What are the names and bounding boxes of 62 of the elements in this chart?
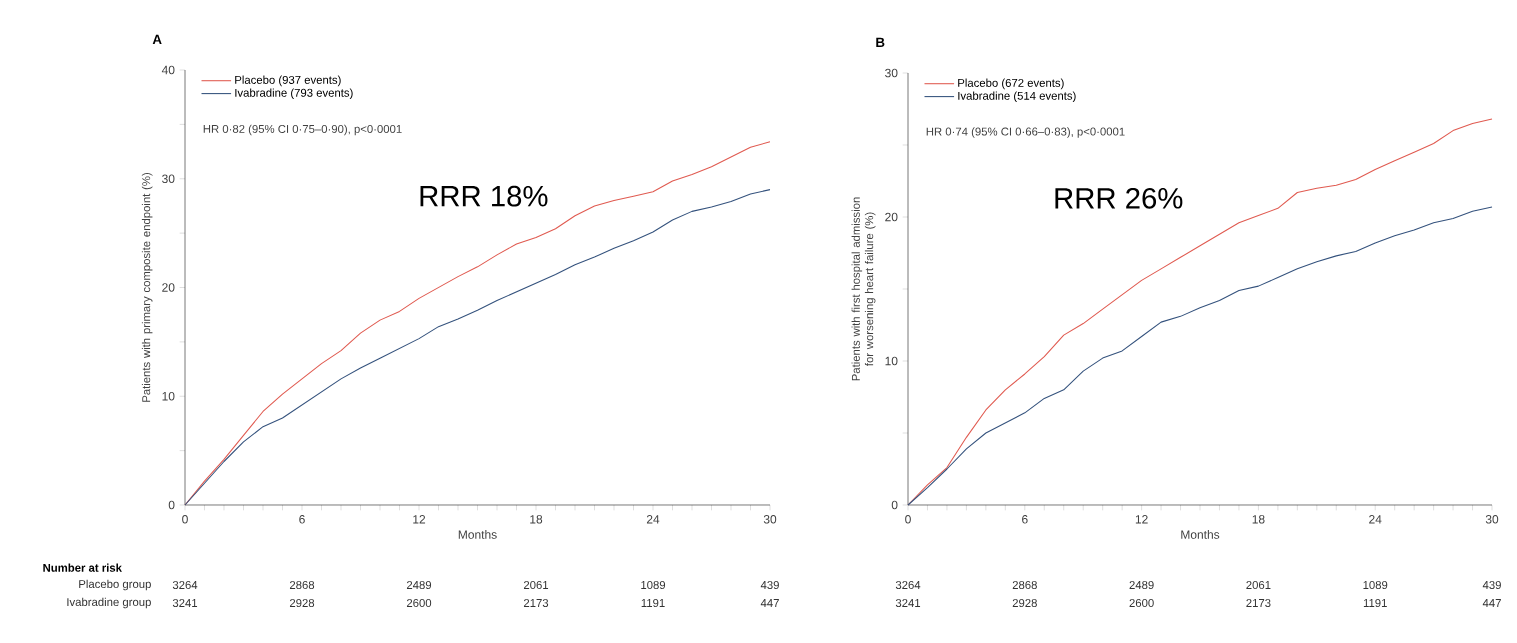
text: Number at risk bbox=[43, 563, 122, 572]
x-tick-label: 18 bbox=[530, 515, 543, 524]
y-axis-title: Patients with first hospital admission for worsening heart failure (%) bbox=[851, 197, 876, 381]
y-tick-label: 0 bbox=[891, 500, 898, 510]
text: 2173 bbox=[523, 599, 549, 608]
x-tick-label: 18 bbox=[1252, 515, 1265, 524]
text: 2928 bbox=[289, 599, 315, 608]
text: Placebo group bbox=[79, 579, 151, 591]
x-tick-label: 0 bbox=[905, 515, 911, 524]
text: 3241 bbox=[172, 599, 198, 608]
text: 2600 bbox=[406, 599, 432, 608]
text: 447 bbox=[1482, 599, 1501, 607]
x-axis-title: Months bbox=[458, 530, 497, 539]
text: 1191 bbox=[641, 599, 665, 608]
x-tick-label: 24 bbox=[1369, 515, 1382, 524]
text: 3264 bbox=[172, 581, 198, 590]
annotation: RRR 18% bbox=[420, 185, 548, 207]
x-tick-label: 30 bbox=[1485, 515, 1499, 524]
x-tick-label: 6 bbox=[299, 515, 305, 524]
text: 2061 bbox=[523, 581, 549, 590]
text: Ivabradine group bbox=[67, 597, 151, 609]
y-tick-label: 0 bbox=[168, 500, 175, 510]
annotation: HR 0·82 (95% CI 0·75–0·90), p<0·0001 bbox=[203, 124, 402, 136]
legend-label: Ivabradine (514 events) bbox=[958, 91, 1076, 103]
x-tick-label: 12 bbox=[413, 515, 426, 524]
text: 1191 bbox=[1363, 599, 1387, 608]
x-tick-label: 0 bbox=[182, 515, 188, 524]
text: 2868 bbox=[1012, 581, 1037, 590]
text: 2173 bbox=[1246, 599, 1271, 608]
x-axis-title: Months bbox=[1181, 530, 1220, 539]
text: 439 bbox=[1482, 581, 1501, 590]
text: 2489 bbox=[1129, 581, 1154, 590]
text: 439 bbox=[760, 581, 779, 590]
text: 2489 bbox=[406, 581, 432, 590]
text: 3264 bbox=[895, 581, 921, 590]
y-tick-label: 30 bbox=[162, 174, 175, 184]
text: 2868 bbox=[289, 581, 315, 590]
annotation: RRR 26% bbox=[1055, 187, 1183, 209]
y-tick-label: 20 bbox=[885, 212, 898, 222]
x-tick-label: 30 bbox=[763, 515, 777, 524]
chart-title: A bbox=[152, 34, 162, 44]
text: 1089 bbox=[1363, 581, 1388, 590]
text: 1089 bbox=[641, 581, 666, 590]
legend-label: Ivabradine (793 events) bbox=[235, 88, 353, 100]
chart-title: B bbox=[876, 37, 885, 47]
x-tick-label: 6 bbox=[1022, 515, 1028, 524]
y-axis-title: Patients with primary composite endpoint (%) bbox=[141, 172, 153, 402]
legend-label: Placebo (672 events) bbox=[958, 78, 1064, 90]
legend-label: Placebo (937 events) bbox=[235, 75, 341, 87]
text: 3241 bbox=[895, 599, 921, 608]
y-tick-label: 30 bbox=[885, 68, 898, 78]
y-tick-label: 10 bbox=[162, 392, 175, 401]
text: 2928 bbox=[1012, 599, 1037, 608]
x-tick-label: 12 bbox=[1135, 515, 1148, 524]
x-tick-label: 24 bbox=[646, 515, 660, 524]
annotation: HR 0·74 (95% CI 0·66–0·83), p<0·0001 bbox=[926, 127, 1125, 138]
text: 2061 bbox=[1246, 581, 1271, 590]
y-tick-label: 40 bbox=[161, 65, 175, 75]
text: 2600 bbox=[1129, 599, 1154, 608]
y-tick-label: 20 bbox=[162, 283, 175, 292]
y-tick-label: 10 bbox=[885, 356, 898, 366]
text: 447 bbox=[760, 599, 779, 607]
